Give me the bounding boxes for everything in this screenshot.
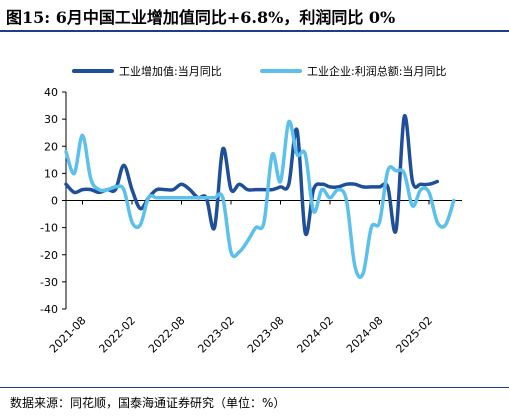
page-title: 图15: 6月中国工业增加值同比+6.8%，利润同比 0% — [6, 8, 396, 27]
y-tick-label: -30 — [40, 276, 58, 289]
legend-label-2: 工业企业:利润总额:当月同比 — [307, 64, 446, 78]
footer-divider — [0, 387, 509, 388]
x-tick-label: 2023-08 — [245, 314, 287, 356]
y-tick-label: 10 — [44, 167, 58, 180]
legend-label-1: 工业增加值:当月同比 — [119, 64, 222, 78]
y-axis: -40 -30 -20 -10 0 10 20 30 40 — [40, 86, 67, 316]
x-axis: 2021-08 2022-02 2022-08 2023-02 2023-08 2024-… — [47, 200, 462, 356]
source-note: 数据来源：同花顺，国泰海通证券研究（单位：%） — [10, 396, 286, 410]
y-tick-label: 0 — [51, 195, 58, 208]
x-tick-label: 2022-08 — [146, 314, 188, 356]
line-chart: 工业增加值:当月同比 工业企业:利润总额:当月同比 -40 -30 -20 -10 0 10… — [40, 64, 462, 356]
series-line-1 — [64, 114, 440, 237]
x-tick-label: 2023-02 — [195, 314, 237, 356]
y-tick-label: -20 — [40, 249, 58, 262]
y-tick-label: 20 — [44, 140, 58, 153]
series-lines — [64, 114, 456, 279]
x-tick-label: 2024-08 — [344, 314, 386, 356]
y-tick-label: 40 — [44, 86, 58, 99]
y-tick-label: 30 — [44, 113, 58, 126]
x-tick-label: 2022-02 — [96, 314, 138, 356]
x-tick-label: 2024-02 — [294, 314, 336, 356]
title-divider — [0, 30, 509, 32]
y-tick-label: -10 — [40, 222, 58, 235]
legend: 工业增加值:当月同比 工业企业:利润总额:当月同比 — [72, 64, 446, 78]
y-tick-label: -40 — [40, 303, 58, 316]
series-line-2 — [64, 119, 456, 279]
x-tick-label: 2025-02 — [393, 314, 435, 356]
x-tick-label: 2021-08 — [47, 314, 89, 356]
